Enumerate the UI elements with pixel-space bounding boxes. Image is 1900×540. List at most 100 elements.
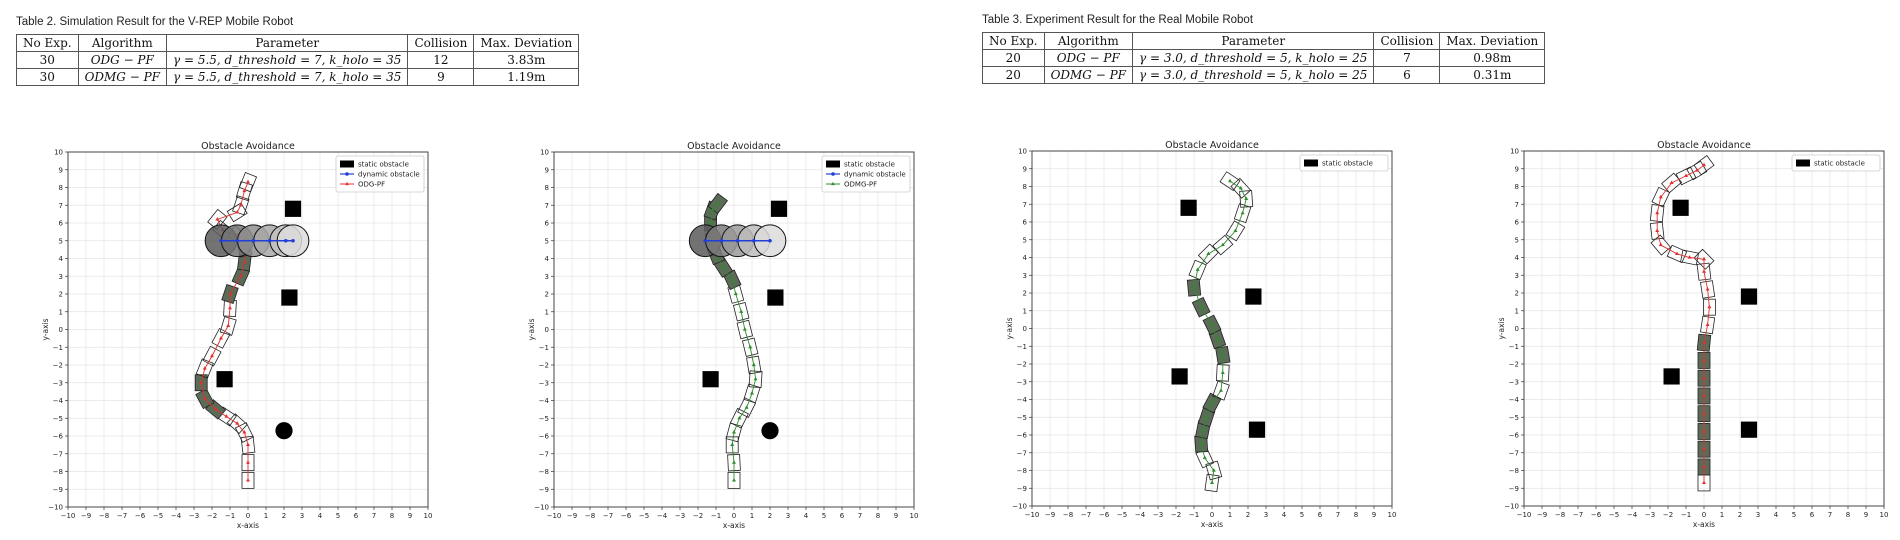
header-algorithm: Algorithm (1043, 32, 1133, 50)
path-point (730, 277, 735, 281)
header-collision: Collision (1373, 32, 1441, 50)
y-tick-label: 2 (545, 291, 549, 299)
y-tick-label: 5 (1515, 236, 1519, 244)
path-point (238, 273, 243, 278)
legend-label: static obstacle (1322, 160, 1373, 168)
x-tick-label: 7 (858, 512, 862, 520)
static-obstacle (1171, 368, 1188, 385)
y-tick-label: −5 (539, 415, 549, 423)
x-tick-label: −4 (171, 512, 182, 520)
x-tick-label: 4 (318, 512, 323, 520)
y-tick-label: 3 (59, 273, 63, 281)
path-point (246, 460, 250, 464)
y-tick-label: 1 (1023, 307, 1027, 315)
path-point (751, 362, 756, 367)
path-point (1195, 267, 1200, 272)
x-tick-label: −6 (621, 512, 632, 520)
x-tick-label: −1 (1189, 511, 1199, 519)
x-tick-label: −3 (1153, 511, 1163, 519)
y-tick-label: 5 (1023, 236, 1027, 244)
path-point (710, 208, 715, 212)
x-tick-label: −10 (61, 512, 76, 520)
x-tick-label: 3 (1756, 511, 1760, 519)
path-point (1687, 255, 1692, 259)
static-obstacle (1672, 199, 1689, 216)
y-tick-label: −1 (1017, 343, 1027, 351)
x-tick-label: −6 (1591, 511, 1602, 519)
x-tick-label: −8 (99, 512, 109, 520)
y-tick-label: −2 (1509, 361, 1519, 369)
header-max-deviation: Max. Deviation (473, 34, 580, 52)
path-point (219, 335, 223, 340)
legend-marker-dynamic-obstacle-dot (831, 172, 835, 176)
path-point (1675, 251, 1679, 256)
path-point (1219, 388, 1223, 392)
path-point (235, 421, 240, 425)
y-tick-label: −8 (1017, 467, 1027, 475)
cell-no-exp: 20 (982, 66, 1045, 84)
x-tick-label: 5 (1300, 511, 1304, 519)
robot-footprint (1702, 298, 1716, 316)
y-tick-label: −7 (53, 450, 63, 458)
path-point (202, 396, 207, 400)
y-tick-label: 6 (1023, 219, 1028, 227)
y-tick-label: 4 (1515, 254, 1520, 262)
cell-no-exp: 30 (16, 51, 79, 69)
path-point (1702, 340, 1706, 344)
x-tick-label: −9 (1537, 511, 1547, 519)
path-point (1655, 228, 1660, 232)
y-tick-label: 8 (1023, 183, 1027, 191)
y-tick-label: 0 (545, 326, 549, 334)
x-tick-label: −10 (1025, 511, 1040, 519)
header-parameter: Parameter (165, 34, 409, 52)
cell-max-deviation: 0.98m (1439, 49, 1546, 67)
static-obstacle (281, 289, 298, 306)
static-obstacle (284, 200, 302, 217)
x-tick-label: −4 (657, 512, 668, 520)
table-header-row: No Exp. Algorithm Parameter Collision Ma… (16, 34, 580, 52)
cell-collision: 12 (407, 51, 475, 69)
path-point (1199, 304, 1204, 309)
x-tick-label: 10 (1388, 511, 1397, 519)
plot-frame (553, 151, 915, 508)
header-parameter: Parameter (1131, 32, 1375, 50)
y-tick-label: 10 (1510, 148, 1519, 156)
path-point (744, 405, 749, 409)
y-tick-label: −2 (1017, 361, 1027, 369)
legend-marker-path-point (831, 181, 835, 186)
x-tick-label: 7 (1828, 511, 1832, 519)
y-tick-label: −5 (1509, 414, 1519, 422)
path-point (1702, 358, 1706, 362)
robot-footprint (1649, 221, 1665, 240)
y-tick-label: −1 (1509, 343, 1519, 351)
x-tick-label: 6 (354, 512, 359, 520)
robot-footprint (1230, 177, 1252, 199)
cell-algorithm: ODMG − PF (1043, 66, 1133, 84)
path-point (242, 430, 247, 434)
y-tick-label: −6 (1017, 432, 1028, 440)
dynamic-obstacle-point (768, 238, 772, 243)
x-tick-label: 9 (408, 512, 412, 520)
x-tick-label: 2 (1246, 511, 1250, 519)
x-tick-label: 3 (1264, 511, 1268, 519)
legend-marker-static-obstacle (1304, 159, 1318, 167)
y-tick-label: −10 (534, 504, 549, 512)
y-tick-label: −8 (1509, 467, 1519, 475)
x-tick-label: 6 (840, 512, 845, 520)
x-tick-label: 10 (424, 512, 433, 520)
x-tick-label: −1 (711, 512, 721, 520)
y-axis-label: y-axis (1497, 317, 1506, 339)
cell-algorithm: ODMG − PF (77, 68, 167, 86)
x-tick-label: −4 (1135, 511, 1146, 519)
dynamic-obstacle-point (703, 238, 707, 243)
table-row: 30 ODG − PF γ = 5.5, d_threshold = 7, k_… (16, 51, 580, 69)
y-tick-label: 7 (1515, 201, 1519, 209)
robot-footprint (1212, 380, 1230, 401)
obstacle-avoidance-chart-3: Obstacle Avoidance−10 −9 −8 −7 −6 −5 −4 −3 −2 −1 0… (1005, 140, 1397, 529)
x-tick-label: 7 (1336, 511, 1340, 519)
y-tick-label: −4 (53, 397, 64, 405)
x-tick-label: 0 (732, 512, 736, 520)
y-tick-label: 5 (59, 237, 63, 245)
x-tick-label: 2 (282, 512, 286, 520)
path-line (1656, 164, 1710, 483)
